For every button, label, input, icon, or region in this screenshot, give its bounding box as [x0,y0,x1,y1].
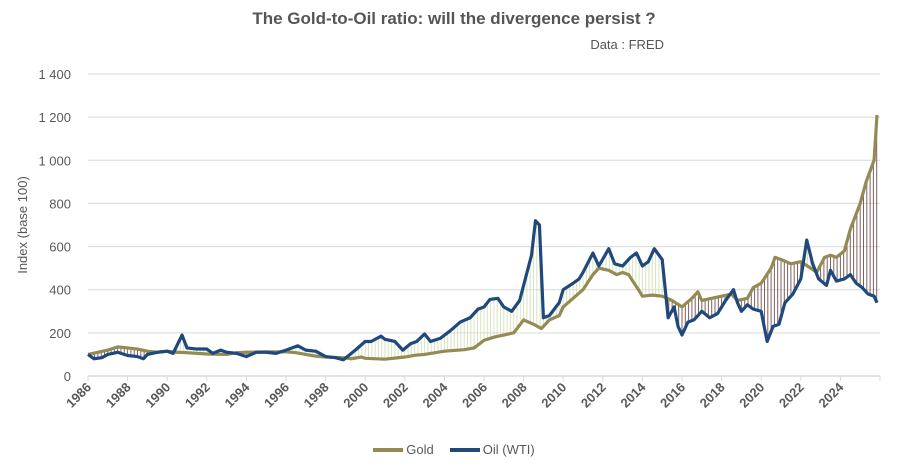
x-tick-label: 2020 [736,380,767,411]
x-tick-label: 2002 [380,380,411,411]
chart-title: The Gold-to-Oil ratio: will the divergen… [252,9,656,28]
x-tick-label: 2006 [459,380,490,411]
y-tick-label: 200 [49,326,71,341]
x-tick-label: 2016 [657,380,688,411]
legend-item-oil: Oil (WTI) [449,442,535,457]
x-tick-label: 2018 [697,380,728,411]
gold-line [87,114,879,361]
legend-swatch-gold [373,447,404,452]
x-tick-label: 1988 [103,380,134,411]
x-tick-label: 2012 [578,380,609,411]
y-axis-title: Index (base 100) [15,176,30,274]
x-tick-label: 1992 [182,380,213,411]
legend-label-oil: Oil (WTI) [482,442,535,457]
legend: Gold Oil (WTI) [0,442,908,457]
x-tick-label: 1994 [221,379,253,411]
x-tick-label: 2000 [340,380,371,411]
x-tick-label: 1998 [301,380,332,411]
legend-label-gold: Gold [406,442,434,457]
x-tick-label: 1996 [261,380,292,411]
y-tick-label: 600 [49,240,71,255]
y-tick-label: 1 000 [38,153,71,168]
x-tick-label: 2010 [538,380,569,411]
x-tick-label: 2024 [815,379,847,411]
y-tick-label: 800 [49,196,71,211]
x-tick-label: 2014 [617,379,649,411]
chart-subtitle: Data : FRED [590,37,664,52]
y-tick-label: 1 200 [38,110,71,125]
x-tick-label: 1986 [63,380,94,411]
y-tick-label: 0 [64,369,71,384]
x-tick-label: 2022 [776,380,807,411]
y-tick-label: 400 [49,283,71,298]
legend-swatch-oil [449,447,480,452]
legend-item-gold: Gold [373,442,434,457]
y-tick-label: 1 400 [38,67,71,82]
x-tick-label: 2004 [419,379,451,411]
x-tick-label: 2008 [499,380,530,411]
x-tick-label: 1990 [142,380,173,411]
oil-line [87,219,879,362]
